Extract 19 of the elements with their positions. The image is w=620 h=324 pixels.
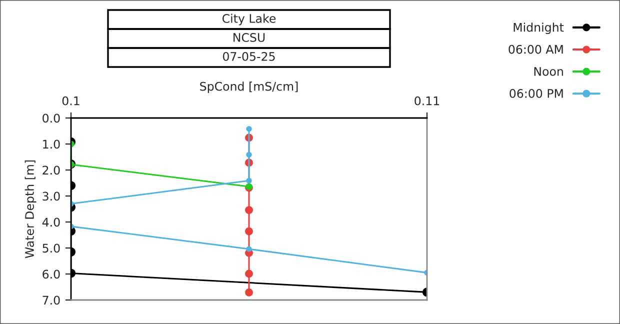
y-tick-label: 1.0 [43, 140, 60, 149]
y-tick-label: 6.0 [42, 270, 60, 279]
x-axis-title: SpCond [mS/cm] [200, 82, 298, 94]
legend-label: 06:00 PM [510, 88, 563, 98]
y-tick-label: 7.0 [42, 296, 60, 305]
chart-subtitle: NCSU [234, 32, 265, 42]
text: 07-05-25 [222, 52, 275, 61]
y-tick-label: 5.0 [42, 244, 60, 253]
legend-label: Noon [534, 67, 563, 76]
x-tick-label: 0.1 [62, 96, 80, 106]
x-tick-label: 0.11 [414, 96, 440, 106]
y-axis-title: Water Depth [m] [24, 160, 36, 258]
chart-title: City Lake [222, 14, 276, 26]
legend-label: Midnight [514, 22, 564, 34]
y-tick-label: 4.0 [42, 218, 60, 227]
y-tick-label: 2.0 [42, 166, 60, 175]
y-tick-label: 0.0 [42, 114, 60, 123]
legend-label: 06:00 AM [508, 44, 563, 54]
y-tick-label: 3.0 [42, 192, 60, 201]
